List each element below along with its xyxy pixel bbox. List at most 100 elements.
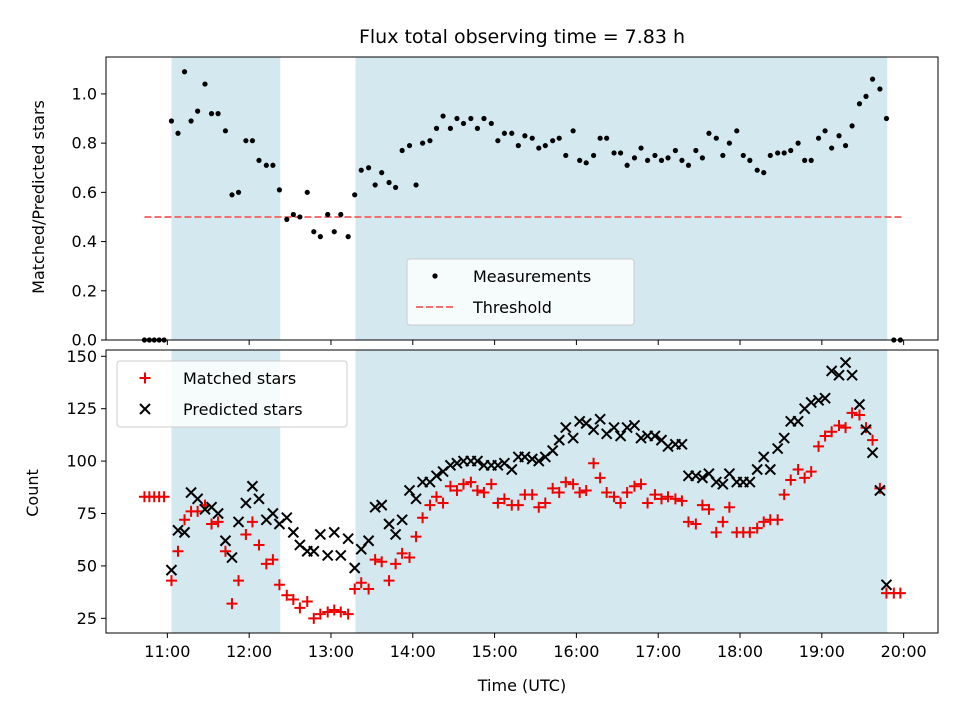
data-point	[410, 493, 422, 505]
data-point	[751, 522, 763, 534]
data-point	[226, 551, 238, 564]
data-point	[233, 575, 245, 587]
data-point	[458, 478, 470, 490]
data-point	[526, 453, 538, 465]
data-point	[451, 457, 463, 469]
data-point	[349, 583, 361, 595]
data-point	[267, 507, 279, 520]
data-point	[839, 356, 852, 369]
data-point	[492, 497, 504, 509]
data-point	[410, 531, 422, 543]
data-point	[856, 101, 863, 107]
data-point	[542, 142, 548, 149]
x-tick-label: 14:00	[390, 642, 436, 661]
data-point	[526, 489, 538, 501]
data-point	[672, 147, 678, 154]
y-tick-label: 50	[77, 556, 97, 575]
data-point	[587, 423, 600, 436]
data-point	[468, 115, 474, 122]
data-point	[601, 487, 613, 499]
data-point	[485, 478, 497, 490]
data-point	[431, 491, 443, 503]
data-point	[348, 562, 361, 574]
data-point	[842, 142, 849, 149]
data-point	[588, 457, 600, 469]
data-point	[720, 152, 726, 159]
data-point	[628, 480, 640, 492]
data-point	[331, 229, 337, 235]
data-point	[192, 505, 204, 517]
y-tick-label: 125	[66, 399, 97, 418]
data-point	[754, 167, 760, 173]
data-point	[495, 138, 501, 144]
data-point	[860, 423, 872, 436]
data-point	[631, 155, 638, 161]
data-point	[826, 426, 838, 438]
data-point	[669, 493, 681, 505]
data-point	[229, 192, 235, 198]
data-point	[764, 463, 776, 476]
data-point	[649, 430, 661, 442]
data-point	[863, 93, 869, 99]
data-point	[420, 140, 426, 146]
data-point	[570, 128, 576, 134]
data-point	[355, 577, 367, 589]
data-point	[781, 150, 787, 156]
ratio-panel: 0.0 0.2 0.4 0.6 0.8 1.0 Measurements Threshold	[72, 56, 939, 350]
data-point	[644, 157, 651, 163]
legend-label: Threshold	[472, 298, 552, 317]
data-point	[345, 234, 351, 240]
data-point	[287, 526, 300, 539]
data-point	[342, 532, 354, 545]
data-point	[869, 76, 876, 82]
data-point	[335, 549, 347, 562]
data-point	[335, 606, 347, 618]
data-point	[181, 69, 188, 75]
data-point	[308, 545, 320, 557]
data-point	[792, 463, 804, 475]
y-tick-label: 0.4	[72, 232, 97, 251]
data-point	[556, 135, 562, 141]
data-point	[529, 135, 535, 141]
data-point	[761, 170, 767, 176]
data-point	[710, 526, 722, 538]
y-tick-label: 0.2	[72, 281, 97, 300]
data-point	[417, 512, 429, 524]
data-point	[406, 142, 413, 149]
legend-label: Predicted stars	[183, 400, 303, 419]
data-point	[328, 604, 340, 616]
data-point	[635, 432, 647, 444]
data-point	[883, 115, 890, 122]
data-point	[536, 145, 542, 151]
x-tick-label: 12:00	[226, 642, 272, 661]
data-point	[281, 511, 293, 524]
data-point	[212, 516, 224, 528]
data-point	[338, 211, 344, 218]
shaded-interval	[171, 57, 281, 340]
data-point	[396, 514, 408, 526]
data-point	[168, 118, 175, 124]
y-tick-label: 0.8	[72, 134, 97, 153]
data-point	[212, 507, 224, 520]
data-point	[366, 165, 372, 171]
data-point	[699, 155, 705, 161]
data-point	[404, 552, 416, 564]
data-point	[775, 150, 781, 156]
y-tick-label: 75	[77, 504, 97, 523]
data-point	[615, 497, 627, 509]
data-point	[590, 152, 597, 159]
data-point	[165, 564, 178, 576]
data-point	[726, 140, 732, 146]
x-tick-label: 16:00	[553, 642, 599, 661]
data-point	[390, 558, 402, 570]
data-point	[284, 216, 290, 223]
legend: Measurements Threshold	[406, 258, 635, 326]
data-point	[460, 120, 467, 127]
data-point	[815, 135, 822, 141]
data-point	[498, 493, 510, 505]
data-point	[853, 398, 866, 411]
data-point	[560, 421, 572, 434]
data-point	[290, 211, 296, 218]
data-point	[853, 409, 865, 421]
